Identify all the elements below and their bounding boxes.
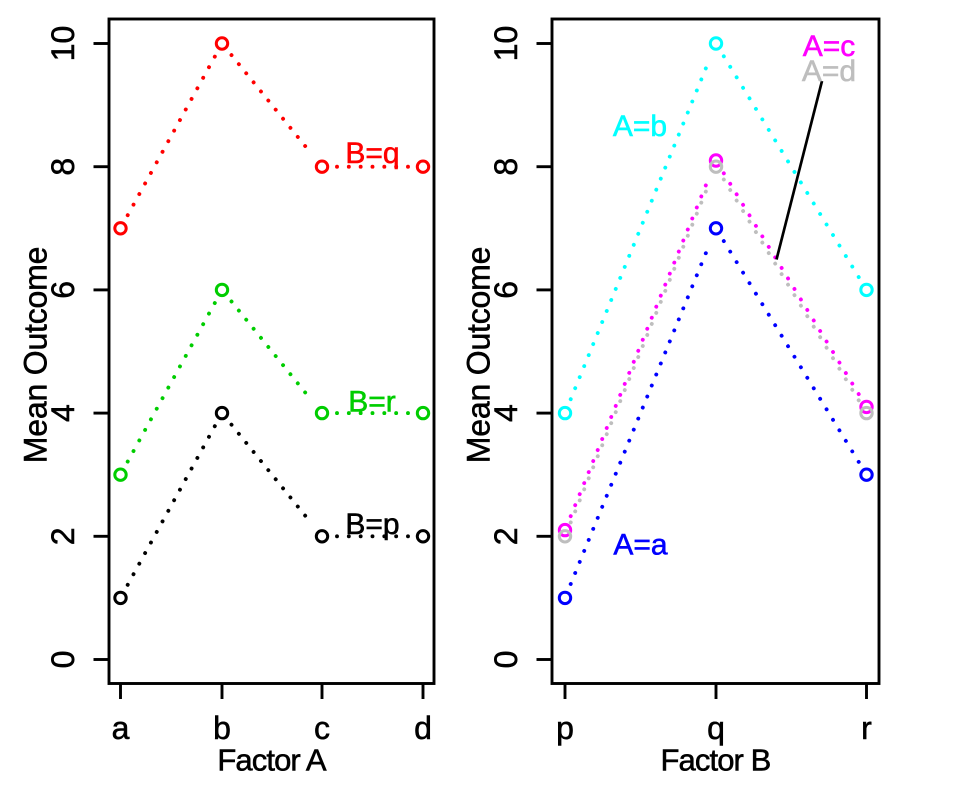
svg-text:c: c: [314, 710, 330, 746]
svg-text:a: a: [112, 710, 130, 746]
svg-text:b: b: [213, 710, 231, 746]
svg-text:A=d: A=d: [802, 55, 856, 88]
svg-text:A=c: A=c: [803, 30, 856, 63]
svg-text:B=r: B=r: [348, 386, 396, 419]
svg-text:Mean Outcome: Mean Outcome: [18, 247, 54, 463]
svg-text:10: 10: [488, 26, 524, 62]
svg-text:0: 0: [45, 651, 81, 669]
svg-text:d: d: [414, 710, 432, 746]
svg-text:8: 8: [488, 158, 524, 176]
svg-text:8: 8: [45, 158, 81, 176]
svg-text:2: 2: [45, 527, 81, 545]
svg-text:p: p: [556, 710, 574, 746]
svg-text:B=p: B=p: [345, 508, 399, 541]
svg-text:4: 4: [45, 404, 81, 422]
svg-text:6: 6: [45, 281, 81, 299]
svg-text:B=q: B=q: [345, 137, 399, 170]
svg-text:10: 10: [45, 26, 81, 62]
svg-text:q: q: [707, 710, 725, 746]
svg-text:Factor A: Factor A: [217, 743, 326, 778]
svg-text:2: 2: [488, 527, 524, 545]
svg-text:4: 4: [488, 404, 524, 422]
svg-text:0: 0: [488, 651, 524, 669]
svg-text:6: 6: [488, 281, 524, 299]
svg-text:Factor B: Factor B: [661, 743, 771, 778]
svg-text:A=a: A=a: [613, 528, 668, 561]
svg-text:Mean Outcome: Mean Outcome: [461, 247, 497, 463]
svg-text:A=b: A=b: [613, 110, 667, 143]
svg-text:r: r: [861, 710, 872, 746]
